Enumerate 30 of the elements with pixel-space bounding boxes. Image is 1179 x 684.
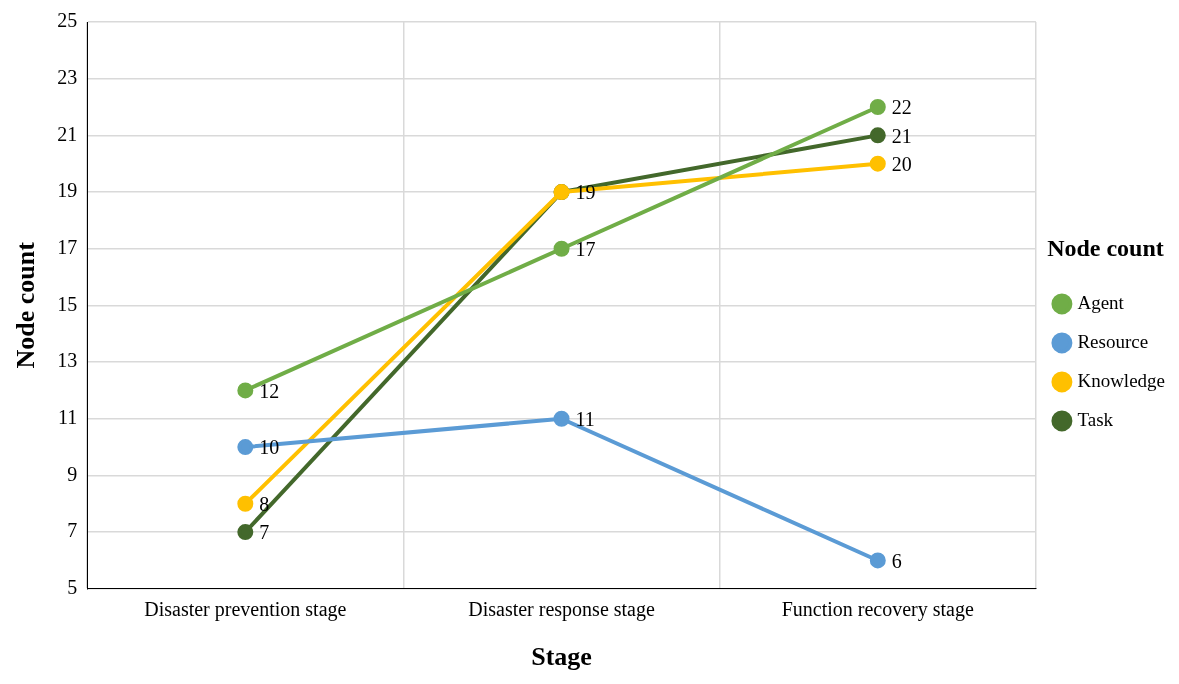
y-tick-label: 13 [57,349,78,372]
data-label: 17 [575,237,596,260]
y-tick-label: 5 [67,576,78,599]
legend-label: Agent [1077,291,1125,313]
legend-label: Resource [1077,330,1149,352]
y-axis-title: Node count [11,241,41,369]
y-tick-label: 17 [57,235,78,258]
data-label: 21 [891,124,912,147]
data-label: 6 [891,549,902,572]
data-label: 8 [259,493,270,516]
legend-label: Task [1077,408,1114,430]
data-label: 12 [259,379,280,402]
legend-label: Knowledge [1077,369,1166,391]
y-tick-label: 7 [67,519,78,542]
legend-title: Node count [1047,234,1164,261]
y-tick-label: 23 [57,65,78,88]
data-label: 22 [891,96,912,119]
x-tick-label: Disaster prevention stage [144,598,347,622]
x-axis-title: Stage [531,642,592,672]
x-tick-label: Function recovery stage [781,598,974,622]
y-tick-label: 11 [57,406,78,429]
y-tick-label: 25 [57,9,78,32]
y-tick-label: 21 [57,122,78,145]
y-tick-label: 19 [57,179,78,202]
data-label: 20 [891,152,912,175]
y-tick-label: 9 [67,462,78,485]
data-label: 11 [575,408,595,431]
y-tick-label: 15 [57,292,78,315]
data-label: 7 [259,521,270,544]
x-tick-label: Disaster response stage [468,598,655,622]
